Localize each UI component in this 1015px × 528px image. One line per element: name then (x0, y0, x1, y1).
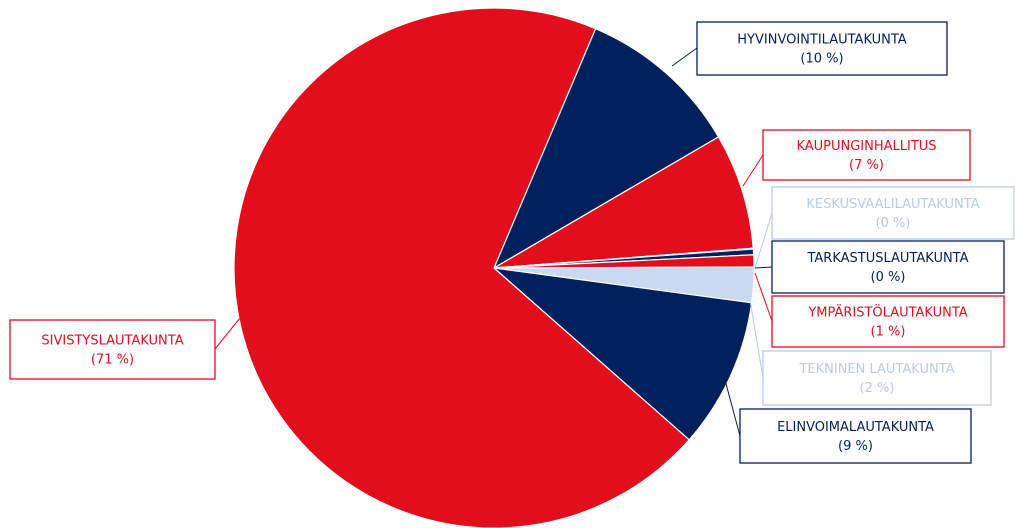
slice-label-name: TEKNINEN LAUTAKUNTA (798, 362, 954, 377)
slice-label-name: TARKASTUSLAUTAKUNTA (806, 251, 968, 266)
label-box (771, 295, 1005, 348)
slice-label-8: SIVISTYSLAUTAKUNTA (71 %) (9, 319, 216, 380)
slice-label-name: KAUPUNGINHALLITUS (796, 139, 936, 154)
leader-line-4 (754, 266, 773, 269)
leader-line-6 (749, 299, 764, 379)
label-box (739, 408, 972, 464)
slice-label-1: HYVINVOINTILAUTAKUNTA (10 %) (696, 21, 948, 76)
slice-label-percent: (1 %) (871, 325, 906, 340)
slice-label-percent: (71 %) (91, 353, 134, 368)
pie-slice-8 (233, 7, 690, 528)
slice-label-2: KAUPUNGINHALLITUS (7 %) (762, 129, 971, 181)
slice-label-name: SIVISTYSLAUTAKUNTA (41, 334, 183, 349)
slice-label-name: YMPÄRISTÖLAUTAKUNTA (807, 304, 967, 321)
slice-label-percent: (0 %) (876, 216, 911, 231)
label-box (771, 186, 1015, 240)
leader-lines (214, 47, 773, 437)
slice-label-name: ELINVOIMALAUTAKUNTA (777, 420, 934, 435)
slice-label-percent: (2 %) (860, 381, 895, 396)
slice-label-percent: (7 %) (849, 158, 884, 173)
slice-label-3: KESKUSVAALILAUTAKUNTA (0 %) (771, 186, 1015, 240)
label-box (762, 129, 971, 181)
slice-label-6: TEKNINEN LAUTAKUNTA (2 %) (762, 350, 992, 406)
slice-label-name: HYVINVOINTILAUTAKUNTA (737, 33, 907, 48)
pie-slice-2 (493, 136, 754, 269)
leader-line-5 (754, 272, 773, 322)
label-box (696, 21, 948, 76)
slice-label-4: TARKASTUSLAUTAKUNTA (0 %) (771, 240, 1005, 294)
slice-label-percent: (10 %) (800, 52, 843, 67)
pie-slice-7 (492, 267, 753, 441)
label-box (762, 350, 992, 406)
leader-line-7 (724, 379, 741, 437)
pie-slice-1 (492, 27, 720, 270)
slice-label-5: YMPÄRISTÖLAUTAKUNTA (1 %) (771, 295, 1005, 348)
leader-line-2 (742, 154, 764, 187)
leader-line-3 (754, 212, 773, 269)
label-box (9, 319, 216, 380)
slice-labels: HYVINVOINTILAUTAKUNTA (10 %) KAUPUNGINHALL… (9, 21, 1015, 464)
pie-slices (233, 7, 755, 528)
leader-line-1 (671, 47, 698, 67)
label-box (771, 240, 1005, 294)
slice-label-7: ELINVOIMALAUTAKUNTA (9 %) (739, 408, 972, 464)
slice-label-percent: (0 %) (871, 270, 906, 285)
leader-line-8 (214, 317, 241, 350)
slice-label-percent: (9 %) (838, 439, 873, 454)
slice-label-name: KESKUSVAALILAUTAKUNTA (806, 197, 979, 212)
